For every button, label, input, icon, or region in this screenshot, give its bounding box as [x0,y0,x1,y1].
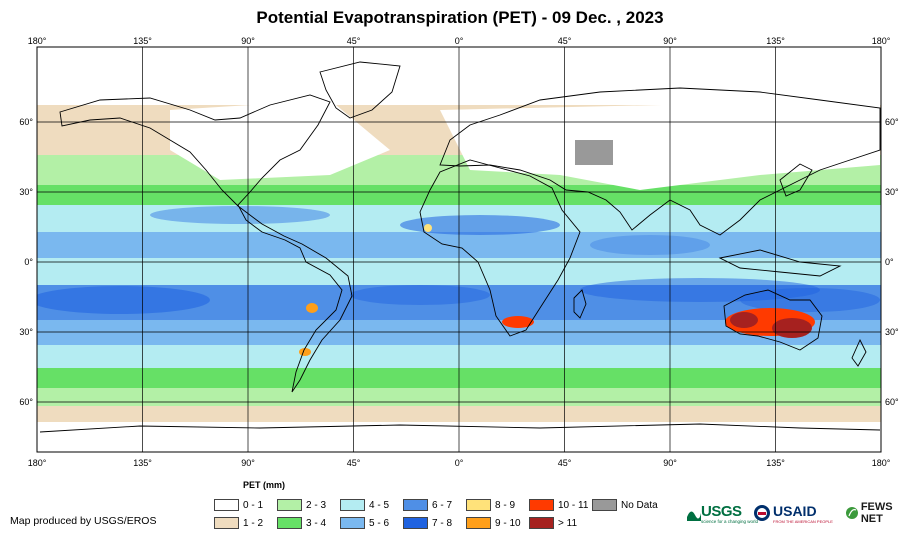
lon-label: 45° [347,458,361,468]
lon-label: 135° [133,458,152,468]
map-frame [36,46,882,453]
legend-item: 10 - 11 [529,498,588,512]
lon-label: 180° [872,458,891,468]
lon-label: 90° [241,36,255,46]
fews-leaf-icon [846,507,858,519]
partner-logos: USGS science for a changing world USAID … [687,498,917,532]
lat-label: 30° [885,327,899,337]
lon-label: 45° [558,458,572,468]
legend-swatch [403,517,428,529]
legend-swatch [214,499,239,511]
legend-swatch [529,517,554,529]
lat-label: 0° [885,257,894,267]
lon-label: 45° [558,36,572,46]
legend-swatch [340,499,365,511]
lat-labels-right: 60° 30° 0° 30° 60° [885,117,899,407]
lon-label: 90° [663,36,677,46]
legend-item: No Data [592,498,658,512]
map-title: Potential Evapotranspiration (PET) - 09 … [256,8,664,27]
lat-label: 60° [885,397,899,407]
lon-label: 0° [455,36,464,46]
lon-label: 135° [766,36,785,46]
lon-label: 45° [347,36,361,46]
lon-label: 90° [241,458,255,468]
legend-swatch [403,499,428,511]
graticule [37,47,881,452]
legend-item: 1 - 2 [214,516,263,530]
lon-label: 135° [766,458,785,468]
legend-title: PET (mm) [243,480,286,490]
legend-swatch [529,499,554,511]
lat-label: 60° [19,397,33,407]
legend-item: 4 - 5 [340,498,389,512]
lat-label: 30° [885,187,899,197]
legend-swatch [277,517,302,529]
lon-label: 135° [133,36,152,46]
lon-label: 180° [28,36,47,46]
lon-label: 180° [872,36,891,46]
lat-labels-left: 60° 30° 0° 30° 60° [19,117,33,407]
producer-credit: Map produced by USGS/EROS [10,515,157,527]
legend-item: 9 - 10 [466,516,521,530]
lat-label: 0° [24,257,33,267]
lon-label: 90° [663,458,677,468]
fews-net-logo: FEWS NET [845,498,917,528]
lon-labels-bottom: 180° 135° 90° 45° 0° 45° 90° 135° 180° [28,458,891,468]
coastlines [39,61,881,433]
usaid-seal-icon [754,505,770,521]
legend-swatch [214,517,239,529]
legend-item: 2 - 3 [277,498,326,512]
legend-swatch [466,499,491,511]
lon-labels-top: 180° 135° 90° 45° 0° 45° 90° 135° 180° [28,36,891,46]
legend-swatch [277,499,302,511]
legend-swatch [340,517,365,529]
lon-label: 0° [455,458,464,468]
usgs-wave-icon [687,511,701,521]
usaid-logo: USAID FROM THE AMERICAN PEOPLE [753,498,833,528]
legend-item: 5 - 6 [340,516,389,530]
lon-label: 180° [28,458,47,468]
legend-swatch [466,517,491,529]
legend-item: 6 - 7 [403,498,452,512]
lat-label: 30° [19,327,33,337]
usgs-logo: USGS science for a changing world [687,498,758,528]
lat-label: 60° [19,117,33,127]
legend-item: > 11 [529,516,577,530]
lat-label: 30° [19,187,33,197]
legend-item: 3 - 4 [277,516,326,530]
legend-item: 0 - 1 [214,498,263,512]
legend-item: 7 - 8 [403,516,452,530]
pet-field [37,47,881,452]
lat-label: 60° [885,117,899,127]
legend-swatch [592,499,617,511]
legend-item: 8 - 9 [466,498,515,512]
legend: 0 - 1 1 - 2 2 - 3 3 - 4 4 - 5 5 - 6 6 - … [214,498,674,532]
